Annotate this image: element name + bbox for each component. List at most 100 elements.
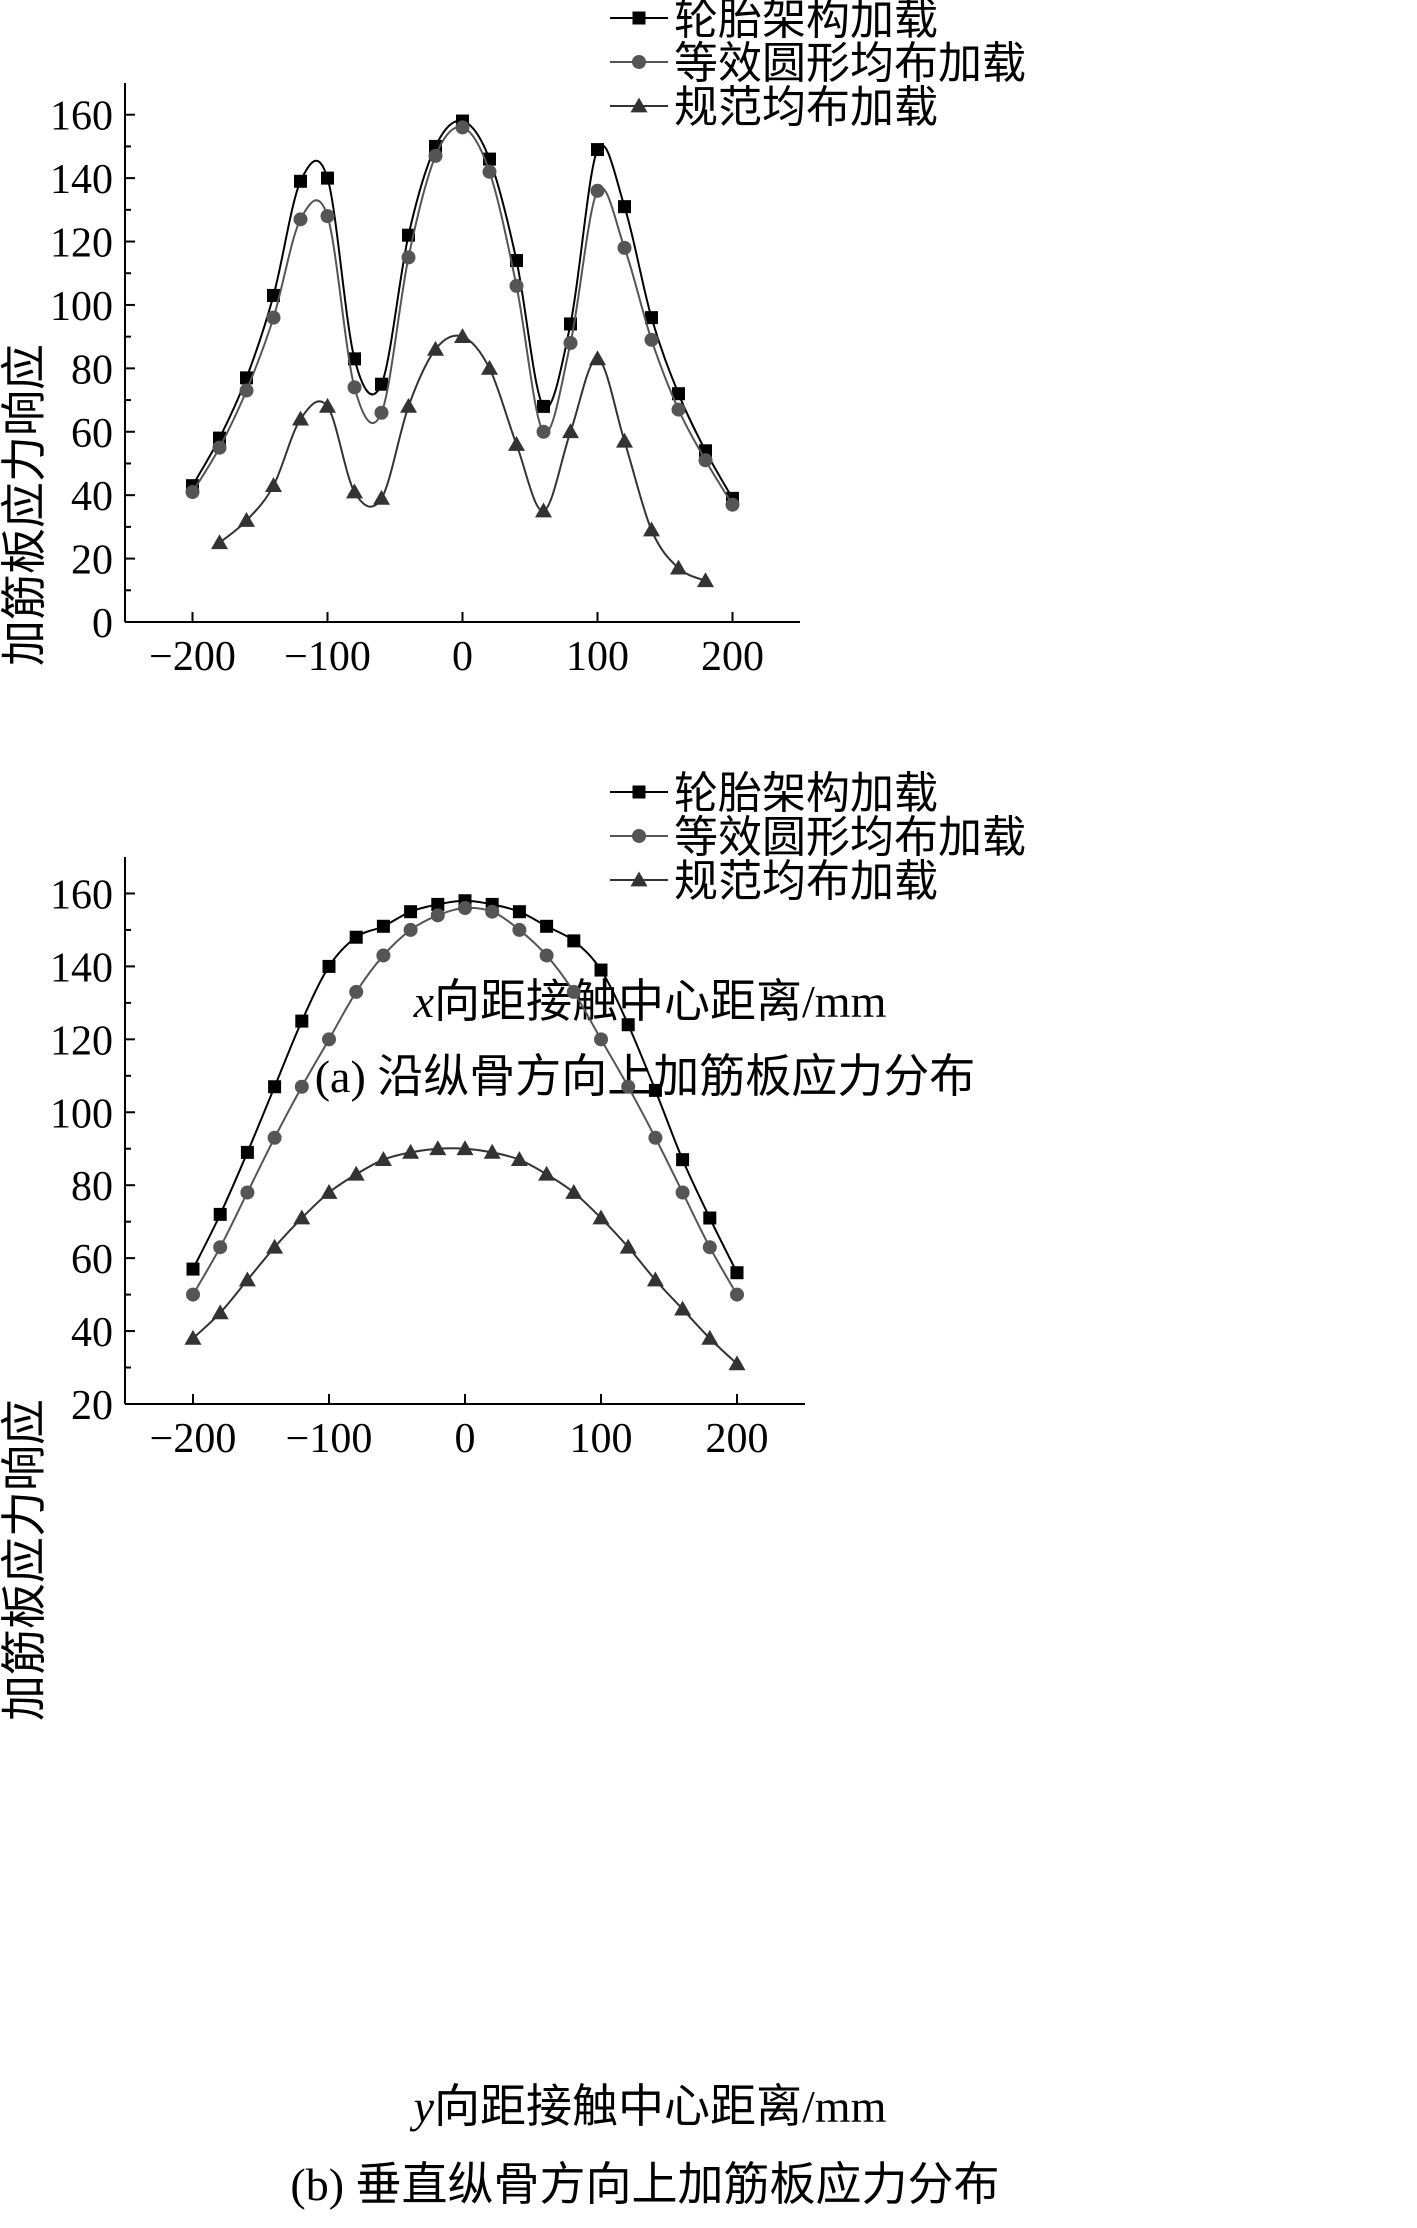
series-circle-a [185, 120, 740, 512]
legend-label-a: 等效圆形均布加载 [674, 39, 1026, 88]
data-point-circle-a [725, 497, 740, 512]
data-point-circle-b [322, 1032, 336, 1047]
x-tick-label-b: 100 [570, 1416, 633, 1462]
x-tick-label-a: 100 [566, 634, 629, 680]
data-point-circle-b [594, 1032, 608, 1047]
data-point-triangle-a [346, 483, 363, 499]
legend-label-b: 等效圆形均布加载 [674, 813, 1026, 862]
chart-panel-b: 20 40 60 80 100 120 140 160 −200 −100 0 100 200 轮胎架构… [0, 769, 1026, 2210]
series-triangle-a [211, 328, 714, 588]
data-point-triangle-a [562, 423, 579, 439]
x-tick-label-a: −100 [284, 634, 371, 680]
data-point-triangle-b [320, 1183, 338, 1199]
y-tick-label-a: 60 [71, 411, 113, 457]
y-tick-label-a: 100 [50, 284, 113, 330]
data-point-circle-a [347, 380, 362, 395]
data-point-square-a [294, 174, 307, 188]
series-line-triangle-a [218, 334, 706, 582]
legend-marker-square-a [632, 11, 646, 25]
data-point-square-b [567, 934, 581, 948]
y-tick-label-b: 160 [50, 872, 113, 918]
legend-label-b: 轮胎架构加载 [674, 769, 938, 818]
data-point-triangle-b [674, 1300, 692, 1316]
data-point-triangle-b [347, 1165, 365, 1181]
data-point-triangle-b [402, 1143, 420, 1159]
data-point-triangle-b [701, 1329, 719, 1345]
data-point-circle-b [702, 1240, 717, 1255]
data-point-triangle-a [427, 340, 444, 356]
data-point-triangle-a [400, 397, 417, 413]
data-point-square-b [268, 1080, 282, 1094]
data-point-triangle-a [616, 432, 633, 448]
data-point-circle-a [320, 209, 335, 224]
y-tick-label-b: 100 [50, 1091, 113, 1137]
data-point-square-b [594, 963, 608, 977]
data-point-triangle-a [535, 502, 552, 518]
legend-label-a: 轮胎架构加载 [674, 0, 938, 44]
y-tick-label-b: 80 [71, 1164, 113, 1210]
legend-marker-triangle-a [630, 97, 648, 113]
data-point-square-b [621, 1018, 635, 1032]
data-point-circle-b [403, 922, 418, 937]
data-point-square-b [376, 919, 390, 933]
data-point-square-a [537, 399, 550, 413]
data-point-square-b [295, 1014, 309, 1028]
series-line-square-a [191, 119, 734, 499]
series-square-b [186, 894, 744, 1280]
data-point-circle-a [185, 485, 200, 500]
x-axis-var-b: y [410, 2081, 435, 2132]
data-point-circle-a [536, 424, 551, 439]
data-point-circle-a [266, 310, 281, 325]
data-point-circle-b [376, 948, 391, 963]
data-point-square-b [703, 1211, 717, 1225]
y-tick-label-a: 140 [50, 157, 113, 203]
data-point-square-a [591, 143, 604, 157]
data-point-square-b [431, 897, 445, 911]
legend-marker-square-b [632, 785, 646, 799]
data-point-square-a [618, 200, 631, 214]
data-point-circle-b [213, 1240, 228, 1255]
y-axis-label-b: 加筋板应力响应 [0, 1399, 50, 1721]
series-circle-b [186, 901, 744, 1302]
data-point-circle-b [485, 904, 500, 919]
data-point-triangle-a [211, 534, 228, 550]
legend-item-triangle-b: 规范均布加载 [610, 857, 938, 906]
y-tick-label-b: 120 [50, 1018, 113, 1064]
x-axis-label-b: y向距接触中心距离/mm [410, 2081, 887, 2132]
data-point-triangle-a [670, 559, 687, 575]
data-point-square-b [322, 959, 336, 973]
data-point-circle-a [698, 453, 713, 468]
data-point-circle-a [293, 212, 308, 227]
x-axis-var-a: x [413, 976, 435, 1027]
data-point-circle-a [563, 335, 578, 350]
data-point-triangle-a [373, 489, 390, 505]
data-point-triangle-b [538, 1165, 556, 1181]
legend-marker-circle-a [632, 55, 646, 69]
data-point-circle-a [401, 250, 416, 265]
data-point-triangle-a [292, 410, 309, 426]
data-point-triangle-a [319, 397, 336, 413]
legend-label-b: 规范均布加载 [674, 857, 938, 906]
data-point-circle-a [428, 148, 443, 163]
data-point-triangle-a [589, 350, 606, 366]
data-point-circle-a [671, 402, 686, 417]
data-point-circle-a [482, 164, 497, 179]
y-tick-label-b: 20 [71, 1383, 113, 1429]
y-tick-label-a: 40 [71, 474, 113, 520]
legend-item-square-b: 轮胎架构加载 [610, 769, 938, 818]
data-point-circle-b [458, 901, 472, 916]
data-point-triangle-b [456, 1140, 474, 1156]
data-point-square-b [240, 1145, 254, 1159]
data-point-circle-b [186, 1287, 200, 1302]
data-point-square-a [510, 254, 523, 268]
data-point-square-b [349, 930, 363, 944]
data-point-circle-b [512, 922, 527, 937]
x-axis-text-b: 向距接触中心距离/mm [434, 2081, 887, 2132]
data-point-square-b [512, 905, 526, 919]
data-point-circle-b [240, 1185, 255, 1200]
y-tick-label-a: 120 [50, 221, 113, 267]
data-point-triangle-b [565, 1183, 583, 1199]
